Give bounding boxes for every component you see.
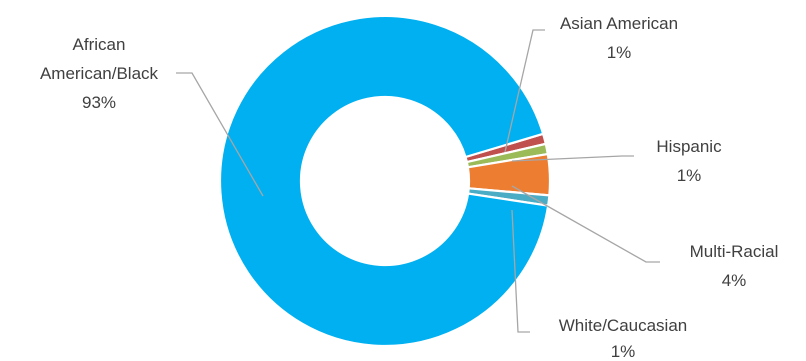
leader-white-caucasian [511, 209, 530, 333]
label-white-caucasian-name: White/Caucasian [559, 316, 688, 335]
label-hispanic-name: Hispanic [656, 137, 722, 156]
leader-african-american [176, 72, 264, 197]
leader-lines [176, 29, 660, 333]
label-white-caucasian-value: 1% [611, 342, 636, 361]
label-multi-racial-value: 4% [722, 271, 747, 290]
leader-asian-american [504, 29, 545, 153]
label-asian-american-name: Asian American [560, 14, 678, 33]
label-asian-american-value: 1% [607, 43, 632, 62]
label-multi-racial-name: Multi-Racial [690, 242, 779, 261]
label-african-american-name-line2: American/Black [40, 64, 159, 83]
label-african-american-name-line1: African [73, 35, 126, 54]
label-african-american-value: 93% [82, 93, 116, 112]
leader-multi-racial [511, 185, 660, 263]
slice-african-american-black [218, 14, 550, 348]
leader-hispanic [511, 155, 634, 162]
label-hispanic-value: 1% [677, 166, 702, 185]
donut-slices [218, 14, 552, 348]
